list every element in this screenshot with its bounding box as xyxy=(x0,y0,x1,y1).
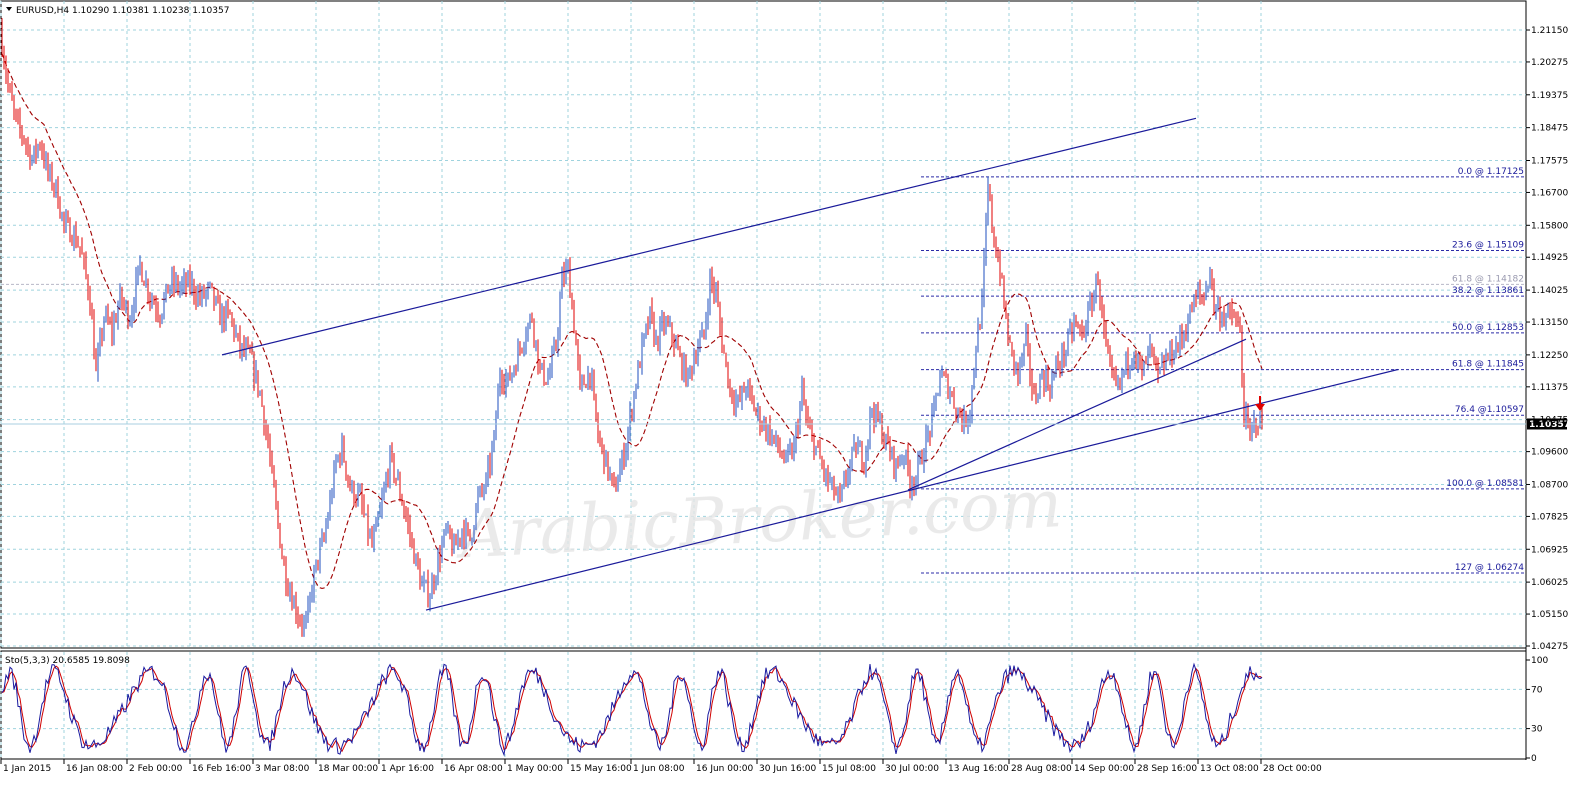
price-tick-label: 1.14025 xyxy=(1531,286,1568,296)
fib-level-label: 76.4 @1.10597 xyxy=(1455,405,1524,415)
time-tick-label: 16 Jun 00:00 xyxy=(696,764,753,774)
fib-level-label: 127 @ 1.06274 xyxy=(1455,563,1524,573)
osc-tick-label: 100 xyxy=(1531,656,1548,666)
time-tick-label: 30 Jun 16:00 xyxy=(759,764,816,774)
price-tick-label: 1.13150 xyxy=(1531,318,1568,328)
fib-level-label: 61.8 @ 1.11845 xyxy=(1452,360,1524,370)
osc-tick-label: 0 xyxy=(1531,754,1537,764)
price-tick-label: 1.14925 xyxy=(1531,253,1568,263)
time-tick-label: 28 Aug 08:00 xyxy=(1011,764,1072,774)
price-tick-label: 1.16700 xyxy=(1531,188,1568,198)
oscillator-axis: 100 70 30 0 xyxy=(1526,656,1548,764)
current-price-tag: 1.10357 xyxy=(1527,418,1570,430)
osc-tick-label: 30 xyxy=(1531,725,1543,735)
time-axis: 1 Jan 2015 16 Jan 08:00 2 Feb 00:00 16 Feb … xyxy=(0,759,1322,774)
fib-level-label: 23.6 @ 1.15109 xyxy=(1452,241,1524,251)
time-tick-label: 2 Feb 00:00 xyxy=(129,764,183,774)
time-tick-label: 1 May 00:00 xyxy=(507,764,563,774)
time-tick-label: 16 Apr 08:00 xyxy=(444,764,503,774)
time-tick-label: 28 Oct 00:00 xyxy=(1263,764,1322,774)
svg-text:1.10357: 1.10357 xyxy=(1529,420,1570,430)
time-tick-label: 18 Mar 00:00 xyxy=(318,764,378,774)
fib-level-label: 100.0 @ 1.08581 xyxy=(1446,479,1524,489)
stochastic-oscillator xyxy=(1,662,1263,757)
price-tick-label: 1.05150 xyxy=(1531,610,1568,620)
time-tick-label: 15 May 16:00 xyxy=(570,764,632,774)
time-tick-label: 30 Jul 00:00 xyxy=(885,764,939,774)
price-panel[interactable] xyxy=(0,0,1527,649)
fib-level-label: 38.2 @ 1.13861 xyxy=(1452,286,1524,296)
price-tick-label: 1.06925 xyxy=(1531,545,1568,555)
time-tick-label: 15 Jul 08:00 xyxy=(822,764,876,774)
svg-text:EURUSD,H4 1.10290 1.10381 1.1: EURUSD,H4 1.10290 1.10381 1.10238 1.1035… xyxy=(16,6,229,16)
price-tick-label: 1.18475 xyxy=(1531,124,1568,134)
down-arrow-icon xyxy=(1255,396,1265,411)
time-tick-label: 16 Jan 08:00 xyxy=(66,764,123,774)
price-tick-label: 1.15800 xyxy=(1531,221,1568,231)
indicator-label: Sto(5,3,3) 20.6585 19.8098 xyxy=(5,656,130,666)
time-tick-label: 1 Jan 2015 xyxy=(3,764,51,774)
stochastic-main-line xyxy=(1,662,1263,757)
stochastic-signal-line xyxy=(1,665,1263,753)
fib-level-label: 50.0 @ 1.12853 xyxy=(1452,323,1524,333)
price-tick-label: 1.06025 xyxy=(1531,578,1568,588)
price-tick-label: 1.12250 xyxy=(1531,351,1568,361)
price-tick-label: 1.21150 xyxy=(1531,26,1568,36)
price-tick-label: 1.10475 xyxy=(1531,416,1568,426)
trendline-rising-support[interactable] xyxy=(907,338,1247,491)
price-tick-label: 1.04275 xyxy=(1531,642,1568,652)
price-tick-label: 1.19375 xyxy=(1531,91,1568,101)
trendline-channel-upper[interactable] xyxy=(221,117,1197,356)
time-tick-label: 13 Oct 08:00 xyxy=(1200,764,1259,774)
price-tick-label: 1.09600 xyxy=(1531,448,1568,458)
price-axis: 1.21150 1.20275 1.19375 1.18475 1.17575 1.167… xyxy=(1526,26,1568,652)
time-tick-label: 1 Jun 08:00 xyxy=(633,764,685,774)
time-tick-label: 13 Aug 16:00 xyxy=(948,764,1009,774)
time-tick-label: 16 Feb 16:00 xyxy=(192,764,251,774)
symbol-header: EURUSD,H4 1.10290 1.10381 1.10238 1.1035… xyxy=(6,6,229,16)
trendline-channel-lower[interactable] xyxy=(425,368,1399,611)
price-tick-label: 1.17575 xyxy=(1531,157,1568,167)
time-tick-label: 28 Sep 16:00 xyxy=(1137,764,1197,774)
time-tick-label: 3 Mar 08:00 xyxy=(255,764,310,774)
price-series xyxy=(1,18,1263,637)
trendlines xyxy=(221,117,1399,611)
fib-level-label: 61.8 @ 1.14182 xyxy=(1452,274,1524,284)
price-tick-label: 1.07825 xyxy=(1531,512,1568,522)
osc-tick-label: 70 xyxy=(1531,685,1543,695)
oscillator-panel[interactable] xyxy=(0,650,1527,760)
price-tick-label: 1.11375 xyxy=(1531,383,1568,393)
fib-level-label: 0.0 @ 1.17125 xyxy=(1458,167,1524,177)
time-tick-label: 1 Apr 16:00 xyxy=(381,764,434,774)
price-tick-label: 1.20275 xyxy=(1531,58,1568,68)
price-tick-label: 1.08700 xyxy=(1531,480,1568,490)
time-tick-label: 14 Sep 00:00 xyxy=(1074,764,1134,774)
